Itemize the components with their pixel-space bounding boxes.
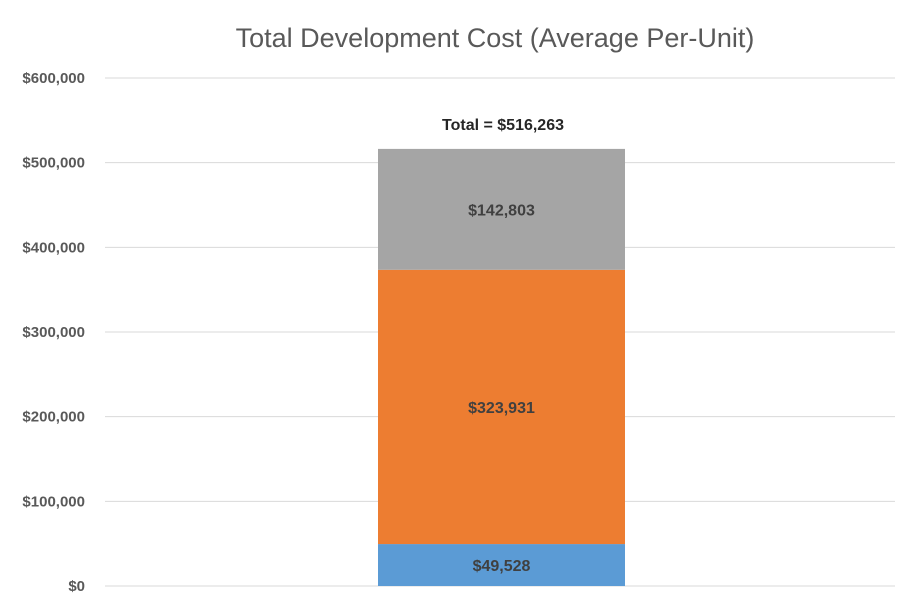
stacked-bar xyxy=(378,148,625,586)
y-tick-label: $300,000 xyxy=(22,324,85,341)
y-tick-label: $600,000 xyxy=(22,70,85,87)
bar-segment-label-3: $142,803 xyxy=(468,202,535,219)
y-axis-ticks: $0 $100,000 $200,000 $300,000 $400,000 $500,0… xyxy=(22,70,85,595)
y-tick-label: $500,000 xyxy=(22,155,85,172)
bar-segment-label-2: $323,931 xyxy=(468,400,535,417)
bar-segment-3 xyxy=(378,148,625,270)
bar-segment-1 xyxy=(378,544,625,586)
y-tick-label: $0 xyxy=(68,578,85,595)
bar-segment-2 xyxy=(378,269,625,545)
chart-title: Total Development Cost (Average Per-Unit… xyxy=(236,23,755,53)
y-tick-label: $400,000 xyxy=(22,239,85,256)
data-labels: $49,528 $323,931 $142,803 xyxy=(468,202,535,575)
total-label: Total = $516,263 xyxy=(442,117,564,134)
y-tick-label: $100,000 xyxy=(22,493,85,510)
bar-segment-label-1: $49,528 xyxy=(473,558,531,575)
y-tick-label: $200,000 xyxy=(22,409,85,426)
